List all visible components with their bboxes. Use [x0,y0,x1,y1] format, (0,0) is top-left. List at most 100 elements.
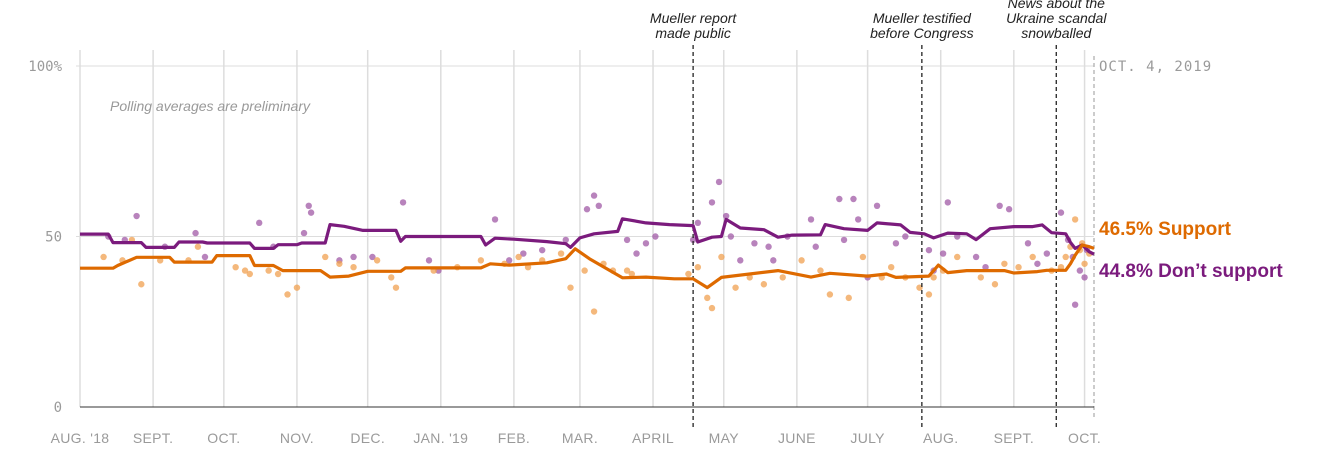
poll-dot [916,284,923,291]
end-date-label: OCT. 4, 2019 [1099,59,1212,75]
event-annotation-line: snowballed [1021,25,1092,41]
poll-dot [944,199,951,206]
x-tick-label: AUG. '18 [51,430,110,446]
poll-dot [300,229,308,237]
poll-dot [232,263,239,271]
poll-dot [1081,260,1088,267]
poll-dot [826,291,834,298]
poll-dot [694,219,702,227]
poll-dot [836,195,843,203]
poll-dot [392,284,400,291]
average-line-don-t-support [80,217,1095,256]
poll-dot [201,253,209,261]
poll-dot [1001,260,1008,267]
poll-dot [1005,206,1013,213]
poll-dot [590,308,598,315]
support-end-label: 46.5% Support [1099,219,1232,240]
y-tick-label: 0 [54,400,62,416]
poll-dot [954,253,961,261]
poll-dot [765,243,772,250]
poll-dot [192,229,199,237]
poll-dot [557,250,565,257]
poll-dot [708,199,716,206]
poll-dot [892,240,900,247]
poll-dot [388,274,395,281]
poll-dot [991,281,999,288]
poll-dot [583,206,591,213]
poll-dot [284,291,291,298]
preliminary-note: Polling averages are preliminary [110,98,311,114]
poll-dot [859,253,867,261]
poll-dot [1081,274,1088,281]
poll-dot [1029,253,1036,261]
y-tick-label: 100% [28,59,62,75]
dont-support-end-label: 44.8% Don’t support [1099,261,1283,282]
poll-dot [1062,253,1069,261]
poll-dot [715,178,723,186]
poll-dot [133,212,140,220]
x-tick-label: SEPT. [994,430,1034,446]
poll-dot [996,202,1003,210]
x-tick-label: JULY [850,430,885,446]
poll-dot [925,246,933,254]
x-tick-label: OCT. [207,430,240,446]
poll-dot [689,236,697,244]
poll-dot [274,270,282,278]
poll-dot [633,250,640,257]
x-tick-label: JUNE [778,430,816,446]
event-annotation-line: before Congress [870,25,974,41]
poll-dot [265,267,272,274]
poll-dot [812,243,819,250]
poll-dot [770,257,777,264]
poll-dot [520,250,527,257]
poll-dot [194,243,202,250]
x-tick-label: FEB. [498,430,530,446]
event-annotation-line: Mueller report [650,10,737,26]
axis-labels: 100% 50 0 AUG. '18 SEPT. OCT. NOV. DEC. JAN. '19… [28,59,1101,446]
poll-dot [623,267,631,274]
poll-dot [817,267,824,274]
poll-dot [760,281,768,288]
poll-dot [590,192,598,199]
x-tick-label: MAR. [562,430,598,446]
poll-dot [873,202,881,210]
poll-dot [854,216,862,223]
poll-dot [515,253,522,261]
poll-dot [642,240,650,247]
poll-dot [477,257,485,264]
poll-dot [708,304,716,312]
average-line-support [80,243,1095,290]
poll-dot [373,257,381,264]
poll-dot [751,240,758,247]
poll-dot [595,202,602,210]
poll-dot [732,284,739,291]
poll-dot [425,257,433,264]
poll-dot [350,263,357,271]
poll-dot [652,233,659,240]
poll-dot [737,257,744,264]
poll-dot [399,199,407,206]
poll-dot [888,263,895,271]
poll-dot [1071,216,1079,223]
poll-dot [939,250,947,257]
poll-dot [722,212,730,220]
poll-dot [1071,301,1079,308]
poll-dot [694,263,702,271]
y-tick-label: 50 [45,230,62,246]
poll-dot [704,294,711,302]
average-lines [80,217,1095,290]
x-tick-label: AUG. [923,430,958,446]
poll-dot [505,257,513,264]
poll-dots [100,178,1093,315]
poll-dot [581,267,588,274]
poll-dot [138,281,145,288]
poll-dot [1043,250,1051,257]
event-annotation-line: made public [655,25,731,41]
poll-dot [850,195,857,203]
x-tick-label: APRIL [632,430,674,446]
x-tick-label: DEC. [350,430,385,446]
poll-dot [977,274,985,281]
poll-dot [798,257,805,264]
poll-dot [322,253,329,261]
